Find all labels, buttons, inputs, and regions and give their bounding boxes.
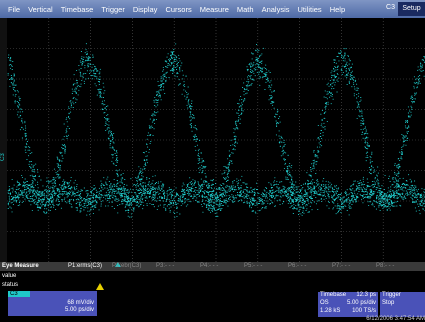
menu-bar: File Vertical Timebase Trigger Display Cursor… (0, 0, 425, 18)
time-div: 5.00 ps/div (64, 307, 94, 313)
menu-item[interactable]: Utilities (297, 4, 322, 14)
channel-label: C3 (8, 291, 30, 297)
points: 1.28 kS (320, 308, 341, 314)
param-label[interactable]: P5:- - - (244, 263, 263, 269)
menu-item[interactable]: Math (236, 4, 254, 14)
trigger-marker (115, 262, 121, 267)
param-label[interactable]: P4:- - - (200, 263, 219, 269)
left-strip (0, 18, 7, 262)
measure-header (0, 262, 425, 271)
sample-rate: 100 TS/s (352, 308, 376, 314)
menu-item[interactable]: Cursors (165, 4, 192, 14)
grid (7, 18, 425, 262)
setup-button[interactable]: Setup (398, 2, 425, 16)
trigger-title: Trigger (382, 292, 401, 298)
time-div: 5.00 ps/div (346, 300, 376, 306)
menu-item[interactable]: Display (132, 4, 158, 14)
timebase-title: Timebase (320, 292, 347, 298)
menu-item[interactable]: Timebase (60, 4, 94, 14)
param-label[interactable]: P6:- - - (288, 263, 307, 269)
timestamp: 6/12/2006 3:47:54 AM (366, 316, 425, 322)
measure-panel: Eye Measure value status C3 68 mV/div 5.… (0, 262, 425, 322)
param-label[interactable]: P7:- - - (332, 263, 351, 269)
waveform-grid: C3 (0, 18, 425, 262)
menu-item[interactable]: Trigger (101, 4, 125, 14)
menu-item[interactable]: Measure (199, 4, 229, 14)
measure-title: Eye Measure (2, 263, 39, 269)
eye-waveform (7, 43, 425, 218)
warning-icon (96, 283, 104, 290)
sample-mode: OS (320, 300, 329, 306)
row-label: status (2, 282, 19, 288)
menu-channel[interactable]: C3 (386, 4, 395, 11)
menu-item[interactable]: Help (329, 4, 346, 14)
delay: 12.3 ps (356, 292, 376, 298)
trigger-mode: Stop (382, 300, 395, 306)
param-label[interactable]: P8:- - - (376, 263, 395, 269)
row-label: value (2, 273, 17, 279)
timebase-box[interactable]: Timebase 12.3 ps OS 5.00 ps/div 1.28 kS … (318, 292, 378, 317)
menu-item[interactable]: Vertical (28, 4, 53, 14)
menu-item[interactable]: File (8, 4, 21, 14)
volts-div: 68 mV/div (67, 300, 94, 306)
channel-marker: C3 (0, 153, 6, 161)
param-label[interactable]: P3:- - - (156, 263, 175, 269)
param-label[interactable]: P1:erms(C3) (68, 263, 103, 269)
trigger-box[interactable]: Trigger Stop (380, 292, 425, 317)
param-label[interactable]: P2:ebr(C3) (112, 263, 142, 269)
channel-box[interactable]: C3 68 mV/div 5.00 ps/div (8, 291, 97, 316)
menu-item[interactable]: Analysis (261, 4, 290, 14)
